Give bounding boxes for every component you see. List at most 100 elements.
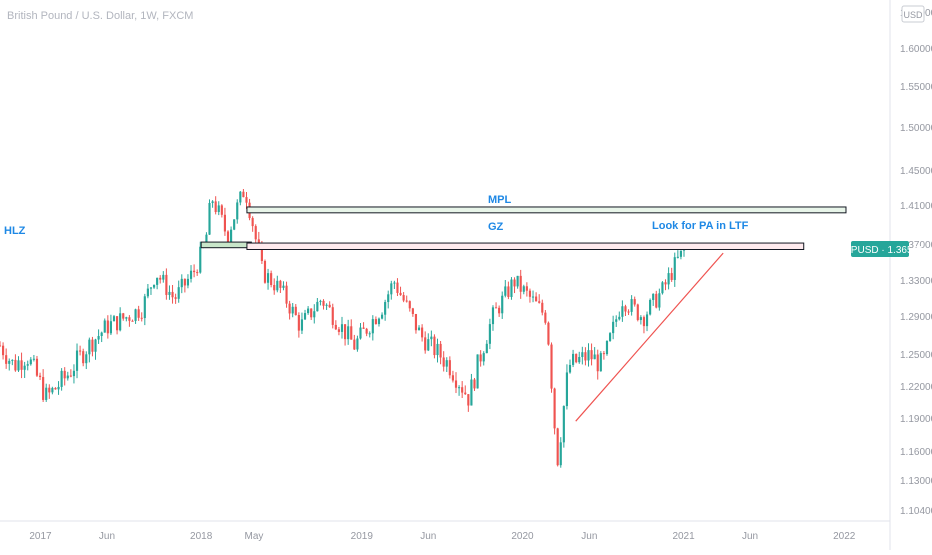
candle [72,364,76,384]
candle [559,437,562,468]
candle [498,305,501,317]
x-axis: 2017 Jun 2018 May 2019 Jun 2020 Jun 2021 Jun 2022 [29,531,855,542]
candle [42,369,45,402]
y-tick-label: 1.29000 [900,312,932,323]
candle [587,343,590,367]
candle [350,319,353,340]
mpl-label: MPL [488,194,512,206]
note-label: Look for PA in LTF [652,220,749,232]
x-tick-label: Jun [420,531,436,542]
y-tick-label: 1.10400 [900,506,932,517]
candle [2,342,5,360]
candle [294,304,297,316]
candle [316,298,319,312]
currency-button-frame[interactable] [901,5,925,23]
candle [608,332,612,342]
candle [664,279,667,291]
candle [535,292,538,302]
candle [171,284,174,304]
y-tick-label: 1.37000 [900,240,932,251]
trendline [575,252,724,422]
x-tick-label: Jun [99,531,115,542]
candle [223,207,226,236]
candle [627,309,630,315]
candle [63,367,66,386]
candle [193,264,196,278]
candle [325,303,328,311]
candle [217,201,220,216]
y-tick-label: 1.55000 [900,82,932,93]
candle [254,224,257,245]
y-tick-label: 1.50000 [900,123,932,134]
candle [20,352,23,379]
candle [291,302,294,318]
candle [408,300,411,312]
candle [421,324,424,342]
price-tag-label: GBPUSD · 1.36561 [836,245,924,256]
x-tick-label: May [245,531,264,542]
candle [396,278,399,297]
candle [596,349,599,380]
candle [131,319,134,322]
currency-button[interactable]: USD [901,5,925,23]
candle [501,291,504,319]
x-tick-label: 2022 [833,531,856,542]
candle [344,324,347,346]
candle [655,290,658,309]
candle [504,279,507,298]
y-tick-label: 1.60000 [900,44,932,55]
candle [32,354,35,362]
candle [313,304,316,324]
gz-label: GZ [488,221,504,233]
chart-title: British Pound / U.S. Dollar, 1W, FXCM [7,10,193,22]
candle [128,315,131,327]
candle [645,311,649,332]
candle [494,302,498,309]
candle [541,299,544,316]
candle [676,250,679,259]
candle [547,321,550,346]
candle [476,354,479,389]
currency-button-label[interactable]: USD [903,10,923,20]
candle [196,269,199,276]
candle [593,347,596,360]
candle [103,318,106,333]
candle [427,333,430,352]
overlays-layer [200,206,847,422]
candle [79,345,82,356]
candle [673,252,676,287]
candle [525,282,528,297]
candle [5,348,8,369]
candle [119,307,122,332]
candle [414,313,418,334]
candle [199,241,202,274]
candle [556,427,559,467]
candle [568,359,572,374]
candle [605,340,609,356]
candle [94,338,97,360]
candle [436,338,439,363]
candle [347,319,350,345]
candle [297,312,300,338]
candle [220,204,223,218]
candle [380,312,384,320]
candle [464,385,467,395]
candle [630,295,633,316]
candle [467,394,470,412]
candle [242,189,245,198]
candle [112,314,116,322]
hlz-label: HLZ [4,225,26,237]
y-tick-label: 1.16000 [900,447,932,458]
candle [353,334,356,350]
x-tick-label: Jun [581,531,597,542]
gz-zone [246,242,805,251]
candle [393,280,396,290]
candle [149,287,153,295]
candle [48,384,51,399]
candle [211,200,214,208]
candle [652,293,655,306]
candle [365,327,368,337]
candle [85,351,88,370]
candle [82,348,85,367]
candle [14,354,17,372]
